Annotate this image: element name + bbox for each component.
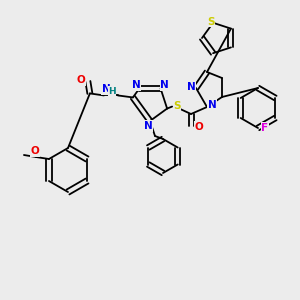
Text: N: N — [208, 100, 216, 110]
Text: N: N — [144, 121, 152, 131]
Text: O: O — [195, 122, 203, 132]
Text: H: H — [108, 87, 116, 96]
Text: O: O — [76, 75, 85, 85]
Text: F: F — [261, 123, 268, 133]
Text: N: N — [101, 84, 110, 94]
Text: N: N — [187, 82, 195, 92]
Text: N: N — [132, 80, 141, 90]
Text: S: S — [207, 17, 215, 27]
Text: O: O — [31, 146, 39, 156]
Text: N: N — [160, 80, 169, 90]
Text: S: S — [173, 100, 181, 111]
